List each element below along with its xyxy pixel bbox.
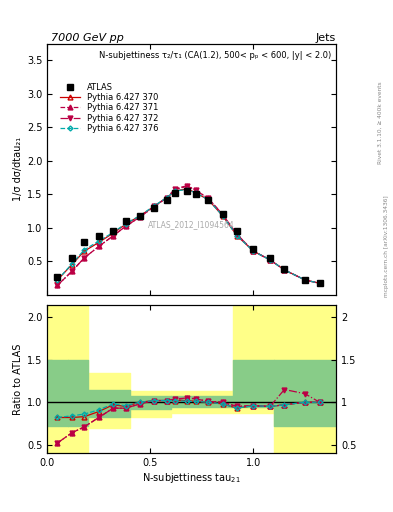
X-axis label: N-subjettiness tau$_{21}$: N-subjettiness tau$_{21}$	[142, 471, 241, 485]
Text: N-subjettiness τ₂/τ₁ (CA(1.2), 500< pₚ < 600, |y| < 2.0): N-subjettiness τ₂/τ₁ (CA(1.2), 500< pₚ <…	[99, 51, 331, 60]
Text: mcplots.cern.ch [arXiv:1306.3436]: mcplots.cern.ch [arXiv:1306.3436]	[384, 195, 389, 296]
Text: ATLAS_2012_I1094564: ATLAS_2012_I1094564	[148, 220, 235, 229]
Text: 7000 GeV pp: 7000 GeV pp	[51, 33, 124, 44]
Y-axis label: Ratio to ATLAS: Ratio to ATLAS	[13, 343, 23, 415]
Legend: ATLAS, Pythia 6.427 370, Pythia 6.427 371, Pythia 6.427 372, Pythia 6.427 376: ATLAS, Pythia 6.427 370, Pythia 6.427 37…	[57, 80, 161, 135]
Text: Rivet 3.1.10, ≥ 400k events: Rivet 3.1.10, ≥ 400k events	[378, 81, 383, 164]
Y-axis label: 1/σ dσ/dtau₂₁: 1/σ dσ/dtau₂₁	[13, 137, 23, 201]
Text: Jets: Jets	[316, 33, 336, 44]
